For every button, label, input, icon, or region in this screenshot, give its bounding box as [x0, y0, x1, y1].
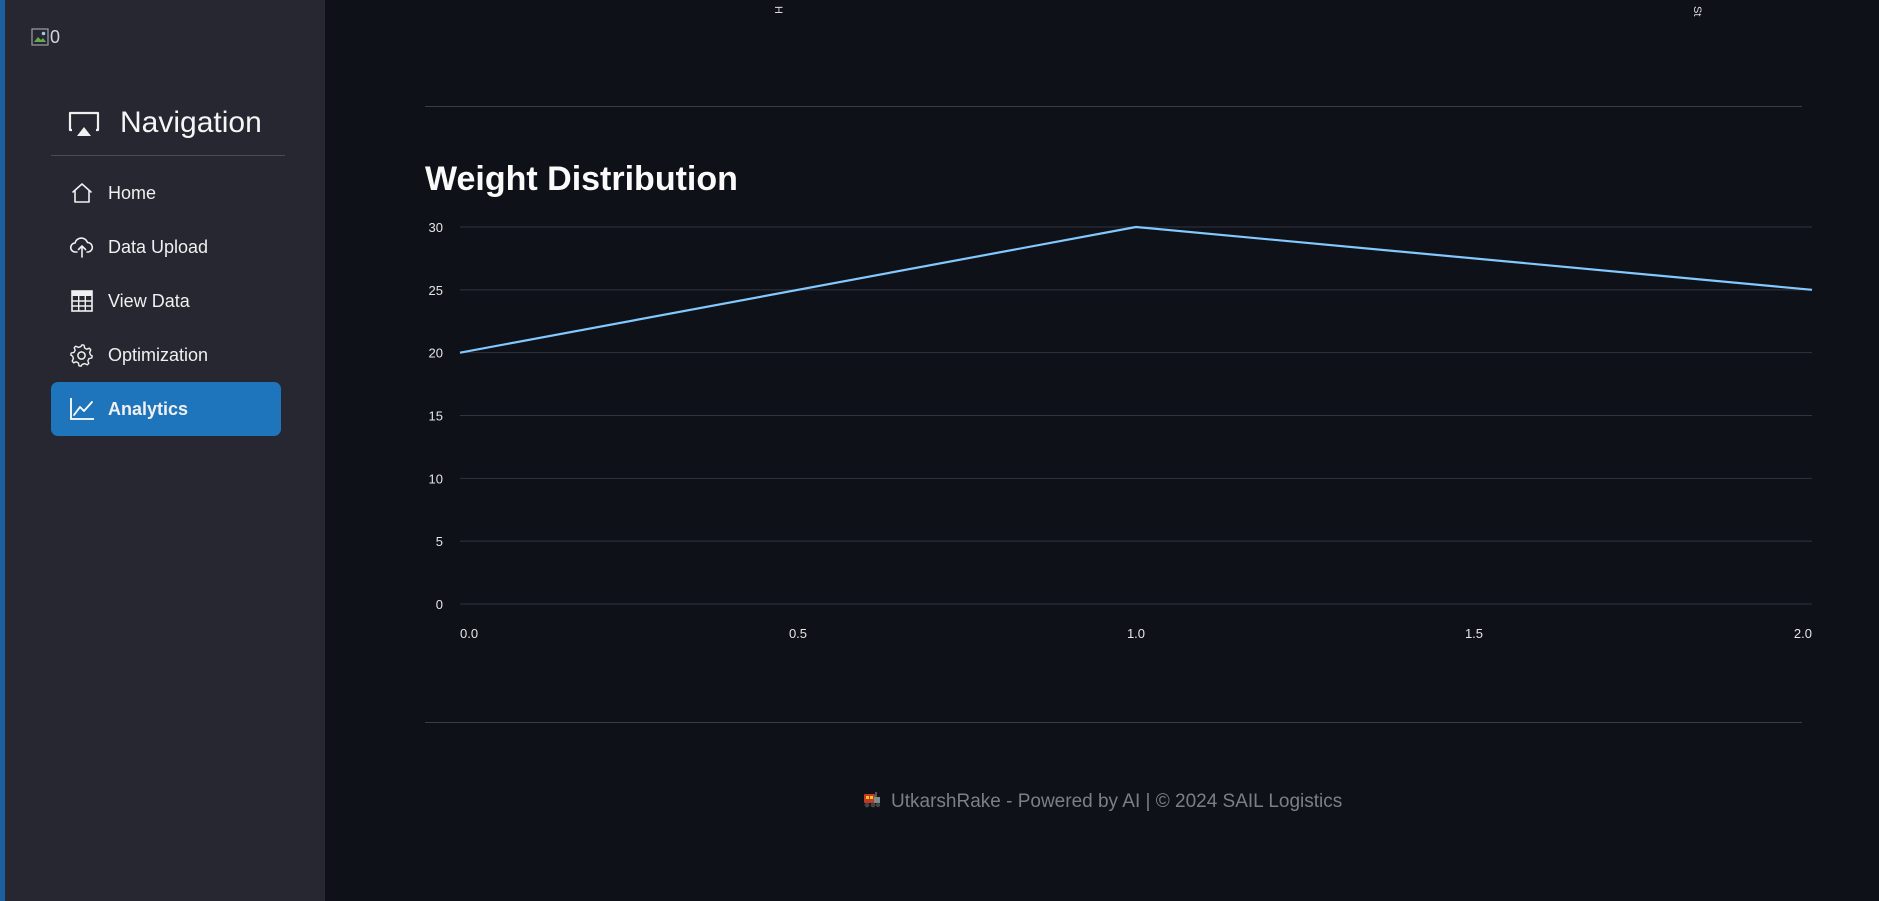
sidebar-item-view-data[interactable]: View Data	[51, 274, 281, 328]
sidebar-item-analytics[interactable]: Analytics	[51, 382, 281, 436]
footer: UtkarshRake - Powered by AI | © 2024 SAI…	[325, 791, 1879, 813]
divider-bottom	[425, 722, 1802, 723]
divider-top	[425, 106, 1802, 107]
sidebar-item-optimization[interactable]: Optimization	[51, 328, 281, 382]
y-tick-label: 5	[436, 534, 443, 549]
line-chart-icon	[69, 396, 95, 422]
train-icon	[863, 792, 880, 808]
sidebar-item-label: Home	[108, 182, 157, 203]
nav-list: Home Data Upload	[51, 166, 281, 436]
sidebar: 0 Navigation Home	[5, 0, 325, 901]
series-line	[459, 225, 1813, 354]
logo-broken-image: 0	[31, 28, 60, 46]
x-tick-label: 2.0	[1794, 626, 1812, 641]
sidebar-item-home[interactable]: Home	[51, 166, 281, 220]
y-tick-label: 25	[429, 283, 443, 298]
sidebar-item-label: Data Upload	[108, 236, 209, 257]
broken-image-icon	[31, 28, 49, 46]
x-tick-label: 0.5	[789, 626, 807, 641]
line-chart-svg: 0 5 10 15 20 25 30 0.0 0.5 1.0 1.5 2.0	[429, 220, 1813, 641]
nav-header: Navigation	[51, 100, 285, 156]
sidebar-accent-bar	[0, 0, 5, 901]
gear-icon	[69, 342, 95, 368]
y-tick-label: 20	[429, 346, 443, 361]
logo-alt-text: 0	[50, 27, 61, 47]
clipped-top-label: H	[772, 6, 784, 14]
sidebar-item-data-upload[interactable]: Data Upload	[51, 220, 281, 274]
x-tick-label: 0.0	[460, 626, 478, 641]
x-tick-label: 1.5	[1465, 626, 1483, 641]
cast-icon	[68, 111, 100, 136]
section-title: Weight Distribution	[425, 160, 738, 198]
nav-title: Navigation	[120, 106, 262, 139]
y-tick-label: 30	[429, 220, 443, 235]
clipped-top-label: St	[1691, 6, 1703, 17]
main-content: H St Weight Distribution 0 5 10 15 20 25 30 0.0…	[325, 0, 1879, 901]
y-tick-label: 10	[429, 471, 443, 486]
sidebar-item-label: Optimization	[108, 344, 209, 365]
x-tick-label: 1.0	[1127, 626, 1145, 641]
sidebar-item-label: Analytics	[108, 398, 189, 419]
weight-distribution-chart[interactable]: 0 5 10 15 20 25 30 0.0 0.5 1.0 1.5 2.0	[415, 212, 1815, 652]
y-tick-label: 15	[429, 409, 443, 424]
cloud-upload-icon	[69, 234, 95, 260]
footer-text: UtkarshRake - Powered by AI | © 2024 SAI…	[891, 791, 1343, 812]
house-icon	[69, 180, 95, 206]
y-tick-label: 0	[436, 597, 443, 612]
table-icon	[69, 288, 95, 314]
sidebar-item-label: View Data	[108, 290, 190, 311]
